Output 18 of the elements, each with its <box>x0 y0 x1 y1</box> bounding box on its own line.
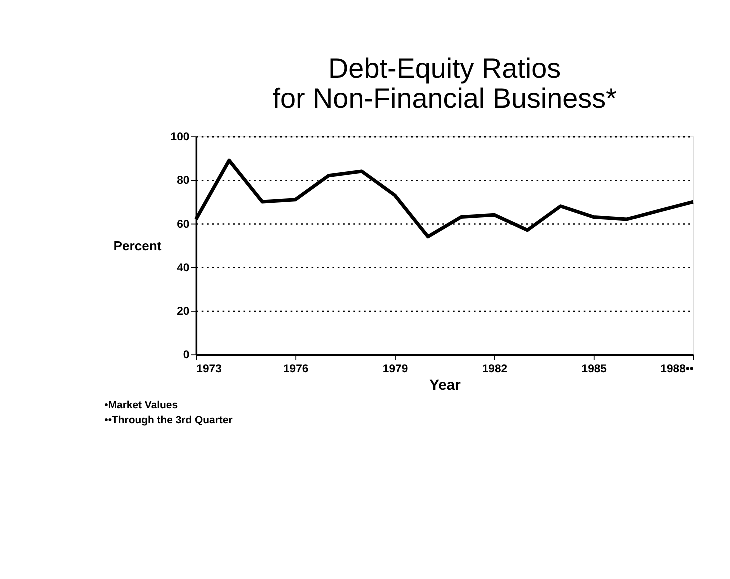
text: ••Through the 3rd Quarter <box>104 416 233 427</box>
x-axis-title: Year <box>430 378 462 394</box>
y-tick-label: 20 <box>177 306 190 318</box>
x-tick-label: 1979 <box>382 364 408 376</box>
x-tick-label: 1976 <box>284 364 309 376</box>
y-tick-label: 80 <box>177 175 190 188</box>
y-tick-label: 60 <box>177 218 190 231</box>
x-tick-label: 1973 <box>196 364 222 376</box>
y-tick-label: 0 <box>183 350 190 362</box>
y-tick-label: 40 <box>177 262 190 274</box>
text: Debt-Equity Ratios <box>328 53 562 84</box>
y-axis-title: Percent <box>114 238 162 254</box>
y-tick-label: 100 <box>170 132 190 144</box>
x-tick-label: 1982 <box>482 364 508 376</box>
text: for Non-Financial Business* <box>272 82 617 114</box>
text: •Market Values <box>104 400 178 412</box>
x-tick-label: 1985 <box>582 364 607 376</box>
x-tick-label: 1988•• <box>660 364 694 376</box>
